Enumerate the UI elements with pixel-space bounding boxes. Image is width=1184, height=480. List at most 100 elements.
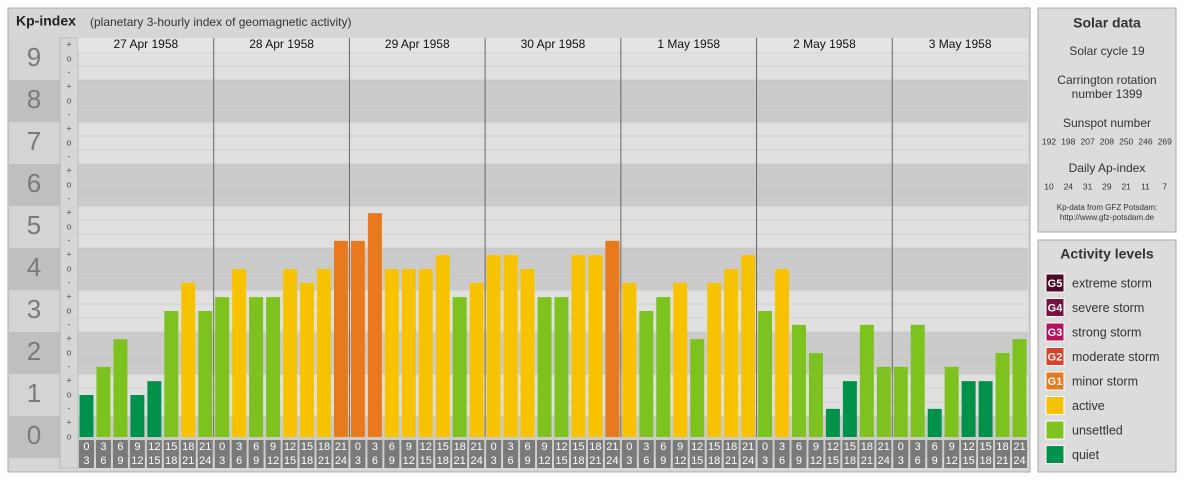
y-label-band <box>9 290 60 332</box>
ap-value: 24 <box>1064 181 1074 191</box>
hour-box <box>706 440 722 468</box>
bar <box>367 213 382 437</box>
ap-title: Daily Ap-index <box>1069 161 1146 175</box>
hour-end: 9 <box>796 455 802 467</box>
hour-box <box>95 440 111 468</box>
hour-start: 3 <box>372 441 378 453</box>
bar <box>317 269 331 437</box>
level-swatch <box>1045 396 1065 415</box>
band <box>78 122 1028 164</box>
y-tick-label: 2 <box>27 336 41 366</box>
sub-tick-label: o <box>66 95 71 105</box>
band <box>78 164 1028 206</box>
bar <box>350 240 365 437</box>
bar <box>96 366 111 437</box>
hour-start: 12 <box>284 441 296 453</box>
hour-box <box>604 440 620 468</box>
sub-tick-label: o <box>66 137 71 147</box>
hour-end: 9 <box>389 455 395 467</box>
hour-box <box>808 440 824 468</box>
hour-start: 18 <box>182 441 194 453</box>
hour-box <box>1012 440 1027 468</box>
level-name: strong storm <box>1072 325 1141 339</box>
bar <box>741 255 756 437</box>
hour-box <box>435 440 451 468</box>
hour-start: 9 <box>406 441 412 453</box>
bar <box>486 255 501 437</box>
hour-box <box>927 440 943 468</box>
bar <box>537 297 552 437</box>
hour-end: 12 <box>267 455 279 467</box>
chart-title: Kp-index <box>16 13 76 29</box>
hour-box <box>486 440 502 468</box>
hour-start: 21 <box>606 441 618 453</box>
day-label: 1 May 1958 <box>657 37 720 51</box>
hour-end: 9 <box>117 455 123 467</box>
hour-box <box>842 440 858 468</box>
y-label-band <box>9 374 60 416</box>
hour-start: 0 <box>491 441 497 453</box>
band <box>78 80 1028 122</box>
levels-title: Activity levels <box>1060 246 1154 262</box>
hour-box <box>893 440 909 468</box>
hour-box <box>299 440 315 468</box>
hour-end: 15 <box>827 455 839 467</box>
hour-box <box>384 440 400 468</box>
hour-start: 0 <box>83 441 89 453</box>
hour-box <box>723 440 739 468</box>
y-tick-label: 7 <box>27 126 41 156</box>
y-tick-label: 1 <box>27 378 41 408</box>
level-name: extreme storm <box>1072 276 1152 290</box>
level-swatch <box>1045 347 1065 366</box>
hour-box <box>689 440 705 468</box>
bar <box>893 366 908 437</box>
hour-end: 3 <box>762 455 768 467</box>
bar <box>283 269 298 437</box>
hour-box <box>672 440 688 468</box>
hour-end: 24 <box>1013 455 1025 467</box>
sunspot-value: 208 <box>1100 136 1114 146</box>
day-label: 3 May 1958 <box>929 37 992 51</box>
hour-box <box>655 440 671 468</box>
hour-box <box>231 440 247 468</box>
sub-tick-label: - <box>68 403 71 413</box>
level-name: quiet <box>1072 448 1100 462</box>
hour-end: 18 <box>572 455 584 467</box>
level-swatch <box>1045 322 1065 342</box>
hour-start: 12 <box>691 441 703 453</box>
hour-end: 6 <box>779 455 785 467</box>
hour-start: 9 <box>270 441 276 453</box>
hour-start: 15 <box>165 441 177 453</box>
bar <box>673 282 688 437</box>
bar <box>978 381 993 437</box>
day-label: 30 Apr 1958 <box>521 37 586 51</box>
bar <box>995 353 1010 437</box>
hour-box <box>537 440 552 468</box>
level-swatch <box>1045 420 1065 440</box>
hour-start: 6 <box>660 441 666 453</box>
hour-start: 12 <box>827 441 839 453</box>
hour-box <box>978 440 994 468</box>
y-tick-label: 5 <box>27 210 41 240</box>
hour-start: 12 <box>148 441 160 453</box>
hour-box <box>146 440 162 468</box>
hour-end: 6 <box>100 455 106 467</box>
hour-box <box>961 440 977 468</box>
sub-tick-label: - <box>68 151 71 161</box>
y-tick-label: 8 <box>27 84 41 114</box>
bar <box>944 366 959 437</box>
hour-start: 9 <box>949 441 955 453</box>
hour-box <box>79 440 94 468</box>
hour-box <box>197 440 213 468</box>
band <box>78 206 1028 248</box>
level-swatch <box>1045 273 1065 293</box>
sub-tick-label: o <box>66 53 71 63</box>
hour-end: 15 <box>691 455 703 467</box>
bar <box>876 366 891 437</box>
sub-tick-label: o <box>66 389 71 399</box>
hour-start: 21 <box>335 441 347 453</box>
hour-end: 12 <box>946 455 958 467</box>
sub-tick-label: o <box>66 347 71 357</box>
bar <box>401 269 416 437</box>
